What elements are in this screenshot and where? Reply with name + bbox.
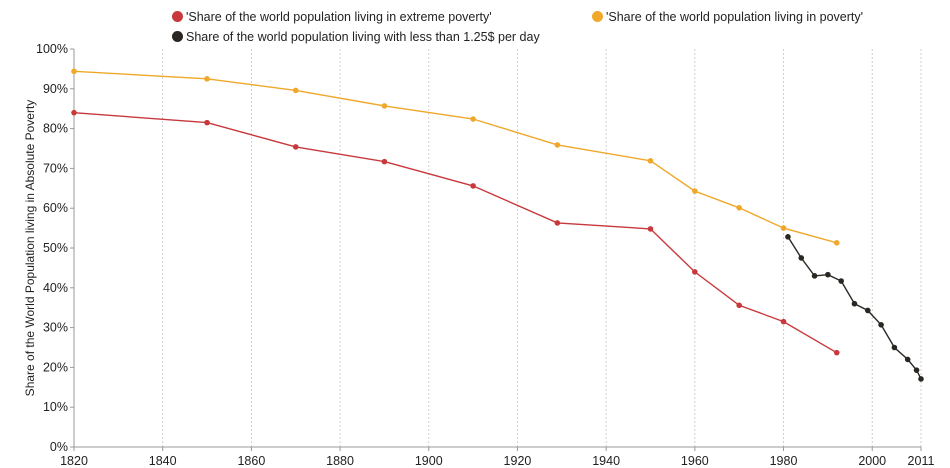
y-tick-label: 20% <box>43 360 68 374</box>
x-tick-label: 1840 <box>149 454 177 468</box>
data-point <box>204 119 210 126</box>
data-point <box>833 349 840 356</box>
data-point <box>736 302 742 309</box>
series-line <box>787 236 922 380</box>
x-tick-label: 1920 <box>504 454 532 468</box>
x-tick-label: 2000 <box>858 454 886 468</box>
data-point <box>381 158 388 165</box>
data-point <box>811 273 818 279</box>
axes <box>70 48 922 451</box>
data-point <box>292 144 299 150</box>
x-tick-label: 1820 <box>60 454 88 468</box>
data-point <box>780 318 787 325</box>
legend-item-poverty[interactable]: 'Share of the world population living in… <box>592 10 863 24</box>
legend-label: 'Share of the world population living in… <box>186 10 492 24</box>
x-tick-label: 2011 <box>908 454 935 468</box>
x-tick-label: 1860 <box>237 454 265 468</box>
y-tick-label: 10% <box>43 400 68 414</box>
data-point <box>825 271 831 278</box>
series-line <box>73 70 837 244</box>
series-line <box>73 112 838 354</box>
data-point <box>904 356 911 363</box>
data-point <box>647 226 654 232</box>
y-tick-label: 90% <box>43 82 68 96</box>
y-tick-label: 100% <box>36 42 68 56</box>
legend-marker-icon <box>172 31 183 42</box>
data-point <box>918 376 924 382</box>
data-point <box>381 103 388 109</box>
data-point <box>785 234 791 240</box>
y-tick-label: 60% <box>43 201 68 215</box>
series-2 <box>785 234 924 382</box>
data-point <box>780 225 787 231</box>
x-tick-labels: 1820 1840 1860 1880 1900 1920 1940 1960 1980 2000… <box>60 454 934 468</box>
series-group <box>71 68 924 382</box>
y-tick-label: 70% <box>43 161 68 175</box>
y-tick-label: 80% <box>43 122 68 136</box>
legend-label: 'Share of the world population living in… <box>606 10 864 24</box>
data-point <box>878 322 884 328</box>
y-tick-label: 0% <box>50 440 68 454</box>
data-point <box>71 109 77 116</box>
legend-item-extreme-poverty[interactable]: 'Share of the world population living in… <box>172 10 492 24</box>
grid <box>162 49 922 447</box>
data-point <box>851 300 858 307</box>
x-tick-label: 1980 <box>770 454 798 468</box>
series-1 <box>71 68 840 246</box>
x-tick-label: 1960 <box>681 454 709 468</box>
data-point <box>838 278 844 284</box>
data-point <box>736 205 742 211</box>
data-point <box>798 255 805 261</box>
data-point <box>692 269 698 275</box>
data-point <box>71 68 77 75</box>
data-point <box>470 183 476 189</box>
y-axis-label: Share of the World Population living in … <box>23 100 37 397</box>
data-point <box>554 220 561 226</box>
legend-marker-icon <box>592 11 603 22</box>
data-point <box>864 307 871 314</box>
x-tick-label: 1900 <box>415 454 443 468</box>
data-point <box>692 188 698 194</box>
data-point <box>913 367 920 373</box>
data-point <box>292 87 299 94</box>
data-point <box>204 76 210 82</box>
data-point <box>470 116 476 122</box>
legend-item-less-than-1-25-per-day[interactable]: Share of the world population living wit… <box>172 30 540 44</box>
data-point <box>647 158 654 164</box>
x-tick-label: 1880 <box>326 454 354 468</box>
series-0 <box>71 109 840 356</box>
y-tick-labels: 0% 10% 20% 30% 40% 50% 60% 70% 80% 90% 100% <box>36 42 68 454</box>
legend-marker-icon <box>172 11 183 22</box>
data-point <box>833 240 840 246</box>
data-point <box>554 142 561 148</box>
y-tick-label: 50% <box>43 241 68 255</box>
data-point <box>891 344 898 351</box>
x-tick-label: 1940 <box>592 454 620 468</box>
y-tick-label: 30% <box>43 321 68 335</box>
y-tick-label: 40% <box>43 281 68 295</box>
legend-label: Share of the world population living wit… <box>186 30 540 44</box>
